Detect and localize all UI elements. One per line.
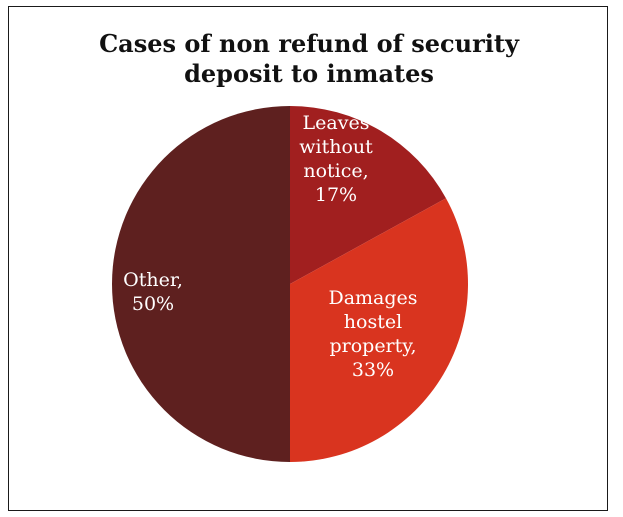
pie-chart: Leaves without notice, 17% Damages hostel prop… [112, 106, 468, 462]
slice-label-line: Other, [123, 269, 183, 291]
slice-label-line: notice, [303, 160, 368, 182]
slice-label-line: 50% [132, 293, 174, 315]
chart-title: Cases of non refund of security deposit … [99, 29, 519, 88]
slice-label-line: hostel [344, 311, 402, 333]
slice-label: Other, 50% [123, 269, 183, 315]
chart-frame: Cases of non refund of security deposit … [8, 6, 608, 511]
pie-slice [112, 106, 290, 462]
pie-slice [290, 106, 446, 284]
slice-label: Damages hostel property, 33% [328, 287, 417, 381]
pie-slice [290, 198, 468, 462]
slice-label: Leaves without notice, 17% [299, 112, 373, 206]
slice-label-line: Damages [328, 287, 417, 309]
slice-label-line: property, [329, 335, 416, 357]
slice-label-line: without [299, 136, 373, 158]
slice-label-line: 33% [352, 359, 394, 381]
slice-label-line: Leaves [303, 112, 370, 134]
slice-label-line: 17% [315, 184, 357, 206]
